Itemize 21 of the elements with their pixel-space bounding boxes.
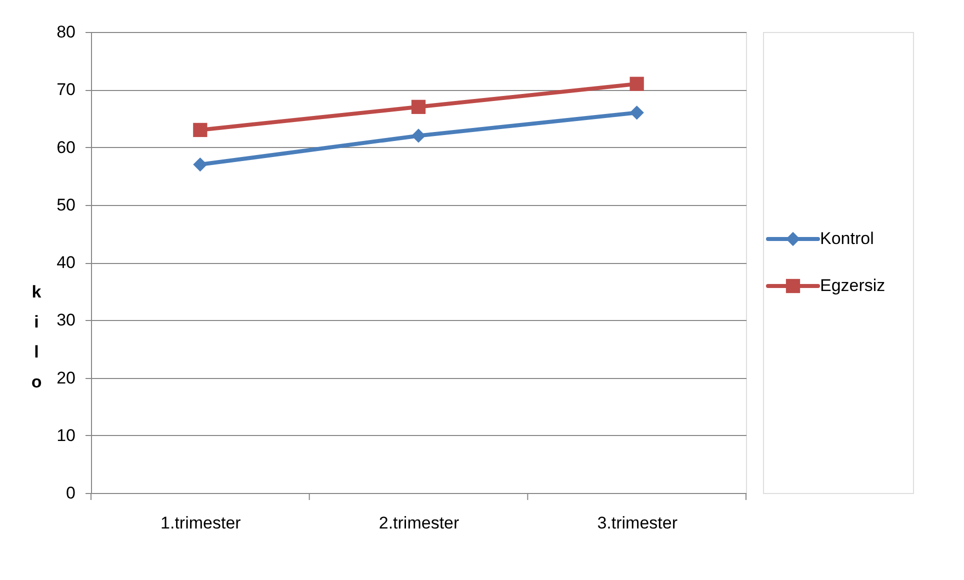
point [193, 122, 208, 138]
y-tick-label: 60 [56, 138, 76, 157]
x-tick-label: 1.trimester [160, 514, 242, 532]
legend-label: Kontrol [820, 229, 874, 248]
x-tick-label: 2.trimester [378, 514, 460, 532]
point [630, 76, 644, 91]
x-tick-label: 3.trimester [597, 514, 678, 532]
point [411, 128, 426, 143]
y-tick-label: 10 [56, 426, 76, 445]
point [630, 106, 644, 120]
y-tick-label: 50 [56, 195, 76, 214]
point [411, 100, 426, 114]
legend-label: Egzersiz [820, 276, 886, 295]
y-tick-label: 70 [56, 80, 76, 100]
y-axis-title: kilo [31, 282, 42, 392]
y-tick-label: 30 [56, 310, 76, 330]
y-tick-label: 0 [66, 484, 76, 502]
point [193, 157, 208, 172]
y-tick-label: 80 [56, 22, 76, 42]
y-tick-label: 20 [56, 368, 76, 388]
y-tick-label: 40 [56, 253, 76, 272]
